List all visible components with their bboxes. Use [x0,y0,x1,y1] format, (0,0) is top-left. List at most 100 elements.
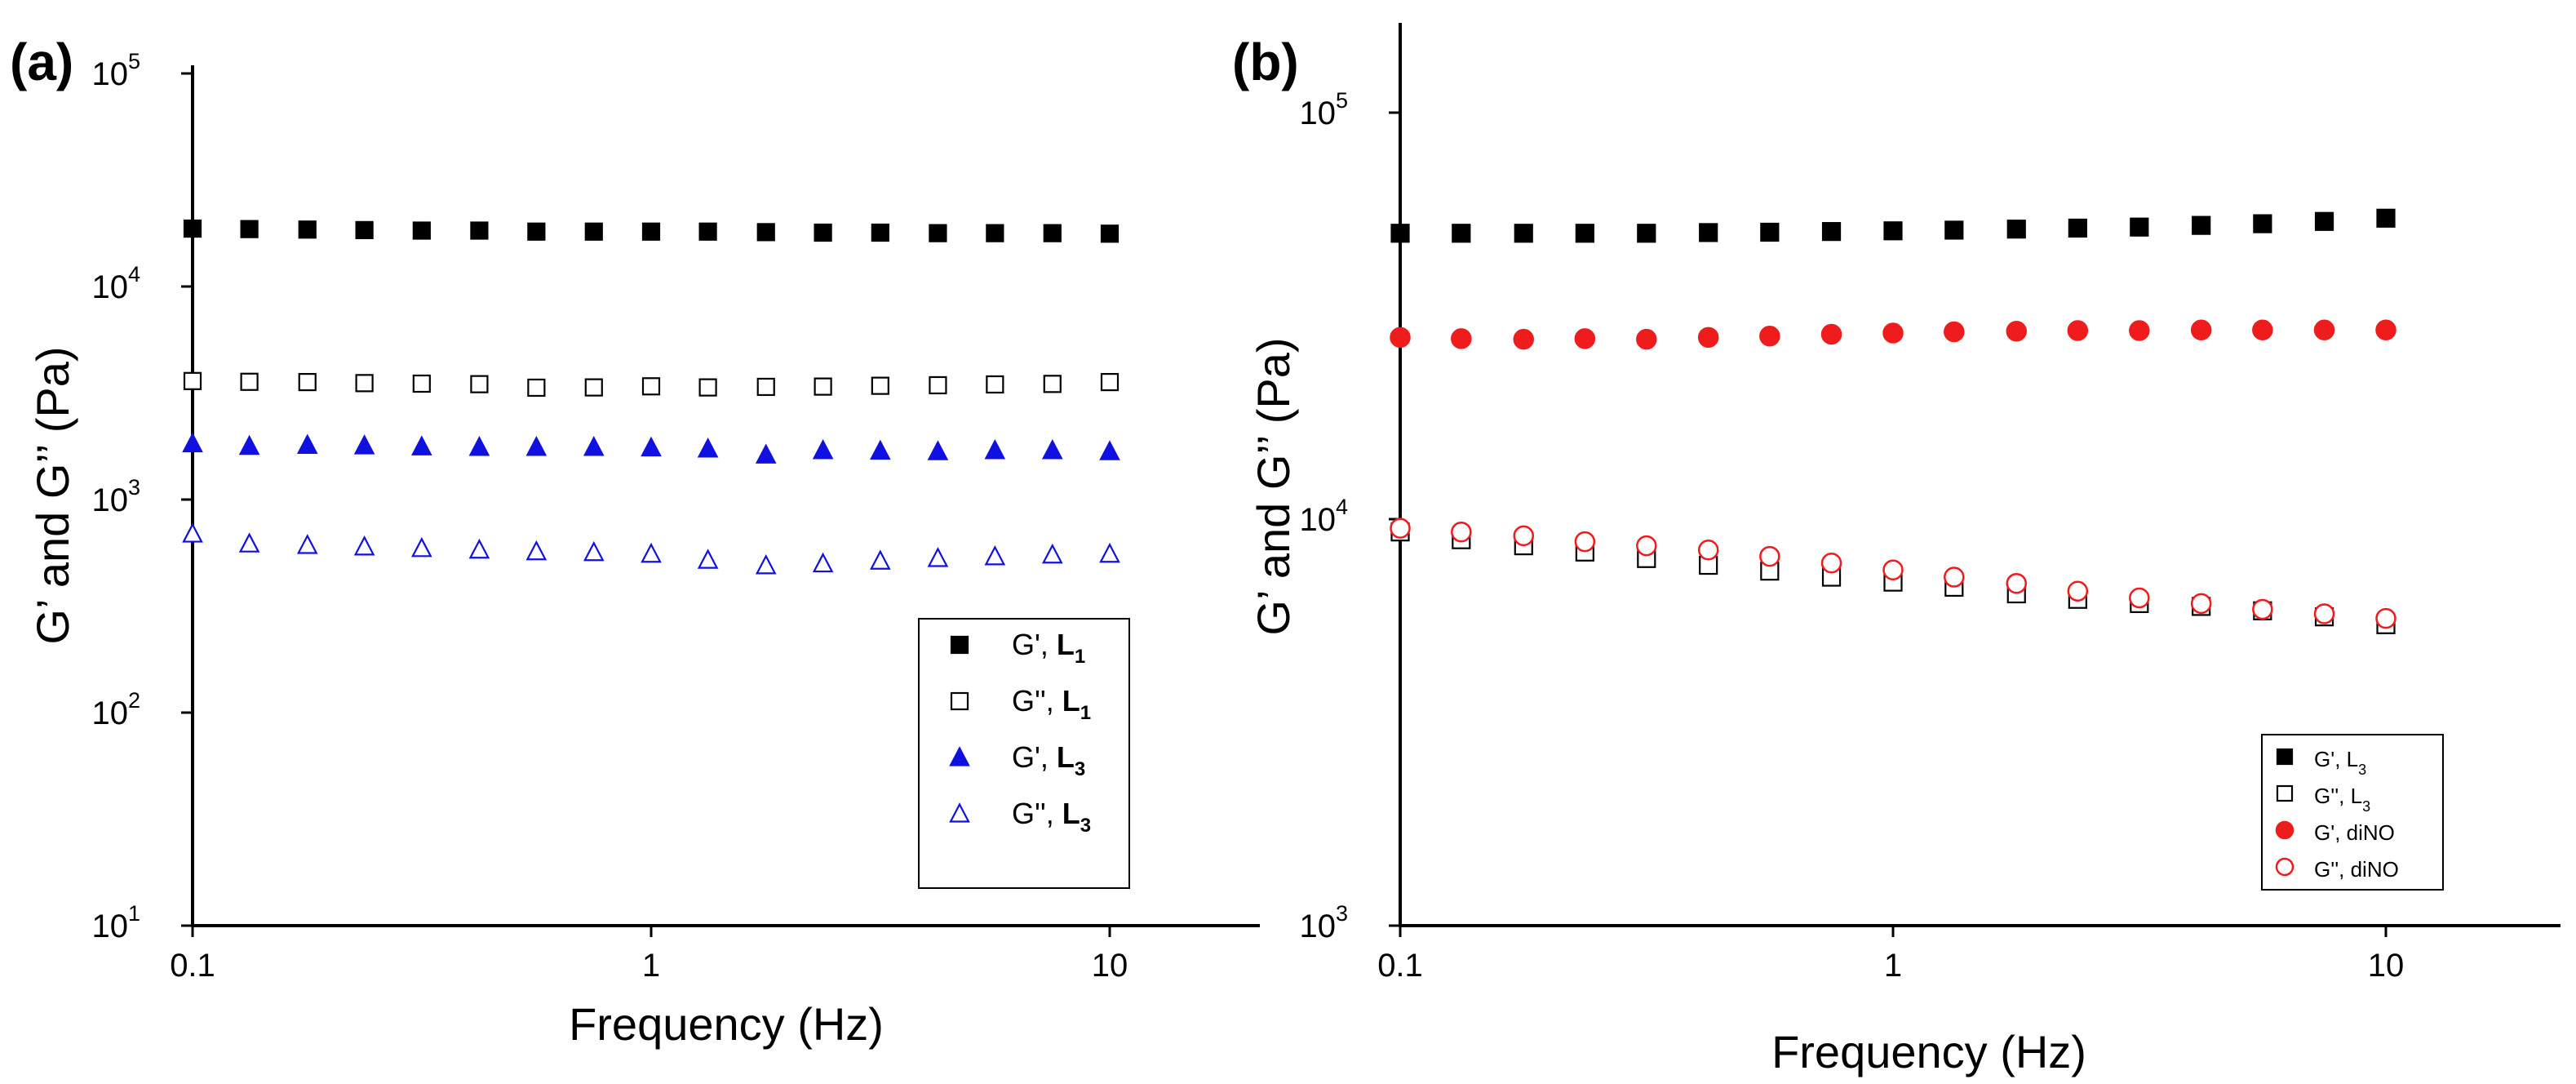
data-point [1697,539,1719,561]
data-point [412,221,431,240]
data-point [929,224,947,242]
data-point [1452,224,1471,243]
legend-marker [2275,820,2294,840]
data-point [1451,328,1472,349]
data-point [1637,224,1656,243]
panel-b-x-label: Frequency (Hz) [1771,1026,2086,1077]
data-point [584,222,603,241]
data-point [182,522,203,543]
data-point [814,377,832,396]
data-point [238,532,260,553]
data-point [2375,607,2396,629]
data-point [1699,223,1718,242]
series-g-l3 [182,522,1120,575]
legend-label: G'', L3 [1012,797,1091,837]
data-point [755,553,777,575]
data-point [2006,320,2028,342]
data-point [984,544,1006,566]
y-tick-label: 104 [91,262,140,305]
data-point [1820,552,1842,574]
panel-a-legend-box [918,618,1130,889]
legend-marker [2276,784,2294,802]
y-tick-label: 105 [91,49,140,92]
data-point [2190,593,2212,615]
data-point [2067,320,2089,341]
data-point [584,378,603,397]
data-point [411,536,432,558]
panel-b: (b) 0.1 1 10 103 104 105 Frequency (Hz) G’ an… [1232,23,2560,1077]
panel-a-legend: G', L1 G'', L1 G', L3 G'', L3 [918,618,1130,889]
data-point [2129,320,2150,341]
series-g-l1 [183,219,1120,243]
data-point [1821,222,1842,242]
legend-marker [949,746,970,766]
data-point [756,223,775,242]
panel-a: (a) 0.1 1 10 101 102 103 104 105 Frequency (Hz)… [10,33,1260,1050]
data-point [986,375,1004,394]
data-point [1759,326,1780,347]
panel-a-label: (a) [10,33,73,91]
data-point [1759,545,1780,567]
data-point [1944,321,1965,343]
y-tick-label: 104 [1299,495,1348,538]
data-point [812,552,834,573]
data-point [2252,598,2273,620]
legend-label: G'', L3 [2314,784,2370,815]
series-g-l3 [1390,208,2396,243]
data-point [2375,319,2396,340]
panel-b-ticks: 0.1 1 10 103 104 105 [1299,88,2404,984]
data-point [1944,220,1964,240]
data-point [411,435,432,455]
y-tick-label: 103 [91,475,140,518]
series-g-dino [1390,319,2396,350]
data-point [1820,323,1842,345]
data-point [927,440,949,460]
x-tick-label: 1 [642,948,660,984]
panel-a-ticks: 0.1 1 10 101 102 103 104 105 [91,49,1128,984]
data-point [1574,531,1596,553]
legend-marker [2276,748,2294,766]
panel-a-x-label: Frequency (Hz) [569,998,884,1050]
data-point [812,438,834,460]
data-point [641,542,662,563]
data-point [355,374,374,393]
panel-a-y-label: G’ and G’’ (Pa) [27,346,78,644]
data-point [412,374,431,393]
x-tick-label: 10 [2368,948,2405,984]
data-point [353,535,375,556]
data-point [697,549,719,569]
data-point [1041,438,1063,460]
data-point [183,371,202,390]
data-point [1043,224,1062,242]
panel-a-data-points [182,219,1120,575]
x-tick-label: 1 [1884,948,1902,984]
data-point [1760,222,1780,242]
data-point [238,434,260,455]
data-point [1099,542,1120,563]
legend-label: G', L3 [1012,740,1085,780]
panel-b-y-label: G’ and G’’ (Pa) [1248,337,1299,635]
data-point [2129,587,2150,609]
data-point [2006,572,2028,594]
data-point [1390,327,1411,349]
legend-label: G', L1 [1012,628,1085,668]
data-point [1043,375,1062,393]
data-point [2313,603,2335,624]
data-point [527,222,546,241]
data-point [240,372,259,391]
data-point [355,220,374,239]
data-point [182,432,203,453]
y-tick-label: 101 [91,901,140,944]
data-point [2068,218,2087,238]
legend-marker [950,691,969,711]
data-point [583,436,605,456]
data-point [641,222,661,241]
data-point [1944,566,1965,588]
data-point [1390,518,1411,539]
data-point [296,534,318,554]
data-point [2253,214,2272,233]
data-point [525,436,548,456]
data-point [583,540,605,562]
data-point [1100,224,1120,243]
